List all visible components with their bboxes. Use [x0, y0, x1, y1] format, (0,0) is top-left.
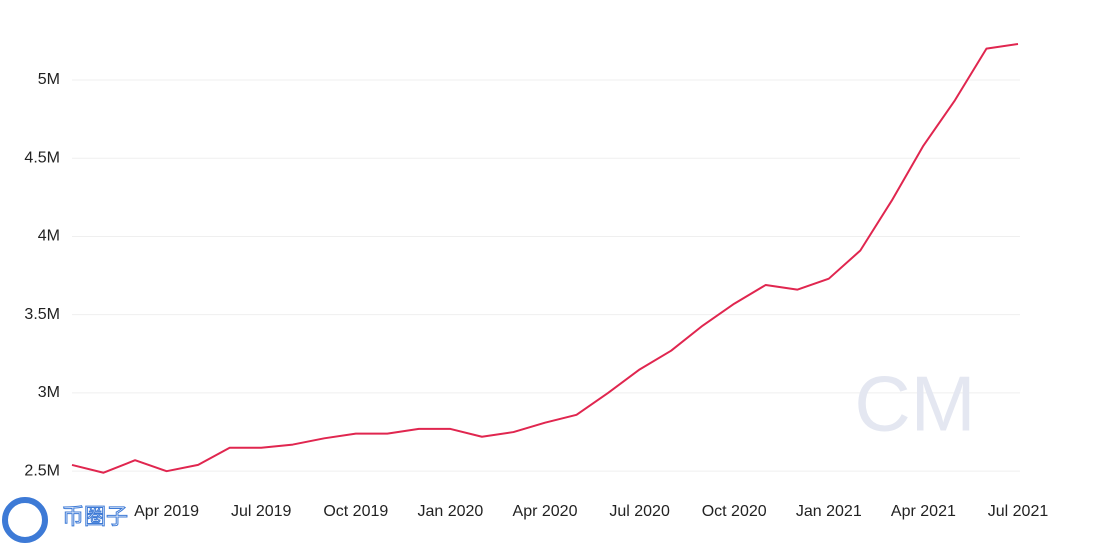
x-tick-label: Jan 2021 — [796, 503, 862, 520]
y-tick-label: 3M — [38, 384, 60, 401]
x-tick-label: Oct 2020 — [702, 503, 767, 520]
y-tick-label: 2.5M — [24, 462, 60, 479]
watermark-icon — [2, 497, 48, 543]
x-tick-label: Apr 2021 — [891, 503, 956, 520]
x-tick-label: Oct 2019 — [323, 503, 388, 520]
x-tick-label: Jan 2020 — [417, 503, 483, 520]
data-line — [71, 42, 1019, 474]
logo: CM — [854, 360, 975, 448]
x-tick-label: Apr 2019 — [134, 503, 199, 520]
x-tick-label: Jul 2019 — [231, 503, 292, 520]
y-tick-label: 4M — [38, 228, 60, 245]
y-tick-label: 4.5M — [24, 149, 60, 166]
x-tick-label: Apr 2020 — [513, 503, 578, 520]
x-tick-label: Jul 2020 — [609, 503, 670, 520]
y-tick-label: 3.5M — [24, 306, 60, 323]
watermark: 币圈子 — [62, 504, 128, 529]
x-tick-label: Jul 2021 — [988, 503, 1049, 520]
y-tick-label: 5M — [38, 71, 60, 88]
